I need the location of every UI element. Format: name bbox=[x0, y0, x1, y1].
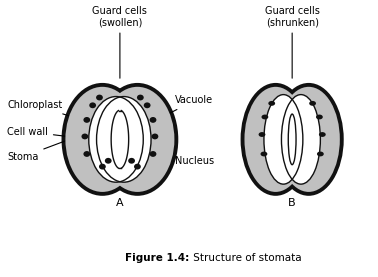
Ellipse shape bbox=[262, 115, 268, 119]
Text: Cell wall: Cell wall bbox=[7, 127, 72, 137]
Ellipse shape bbox=[82, 134, 88, 139]
Ellipse shape bbox=[150, 117, 156, 123]
Text: B: B bbox=[288, 198, 296, 208]
Ellipse shape bbox=[101, 87, 174, 192]
Ellipse shape bbox=[137, 95, 144, 101]
Text: Figure 1.4:: Figure 1.4: bbox=[125, 253, 189, 263]
Ellipse shape bbox=[245, 87, 307, 192]
Ellipse shape bbox=[65, 87, 139, 192]
Ellipse shape bbox=[259, 132, 265, 137]
Ellipse shape bbox=[96, 83, 178, 196]
Ellipse shape bbox=[274, 83, 344, 196]
Ellipse shape bbox=[288, 114, 296, 165]
Text: Stoma: Stoma bbox=[7, 123, 113, 162]
Ellipse shape bbox=[152, 134, 158, 139]
Ellipse shape bbox=[268, 101, 275, 106]
Ellipse shape bbox=[128, 158, 135, 164]
Ellipse shape bbox=[150, 151, 156, 157]
Ellipse shape bbox=[264, 95, 303, 184]
Ellipse shape bbox=[96, 97, 151, 182]
Text: Guard cells
(shrunken): Guard cells (shrunken) bbox=[265, 6, 319, 78]
Ellipse shape bbox=[309, 101, 316, 106]
Text: Structure of stomata: Structure of stomata bbox=[190, 253, 302, 263]
Ellipse shape bbox=[317, 152, 324, 157]
Ellipse shape bbox=[62, 83, 143, 196]
Ellipse shape bbox=[277, 87, 340, 192]
Text: Vacuole: Vacuole bbox=[155, 96, 214, 120]
Ellipse shape bbox=[240, 83, 311, 196]
Ellipse shape bbox=[84, 117, 90, 123]
Ellipse shape bbox=[282, 95, 321, 184]
Ellipse shape bbox=[89, 97, 143, 182]
Ellipse shape bbox=[111, 110, 129, 169]
Ellipse shape bbox=[96, 95, 103, 101]
Text: Chloroplast: Chloroplast bbox=[7, 100, 86, 121]
Ellipse shape bbox=[134, 164, 141, 170]
Text: Guard cells
(swollen): Guard cells (swollen) bbox=[93, 6, 147, 78]
Ellipse shape bbox=[260, 152, 267, 157]
Ellipse shape bbox=[316, 115, 323, 119]
Text: Nucleus: Nucleus bbox=[154, 152, 214, 166]
Ellipse shape bbox=[99, 164, 106, 170]
Ellipse shape bbox=[105, 158, 112, 164]
Ellipse shape bbox=[84, 151, 90, 157]
Ellipse shape bbox=[319, 132, 326, 137]
Ellipse shape bbox=[144, 102, 150, 108]
Text: A: A bbox=[116, 198, 124, 208]
Ellipse shape bbox=[89, 102, 96, 108]
